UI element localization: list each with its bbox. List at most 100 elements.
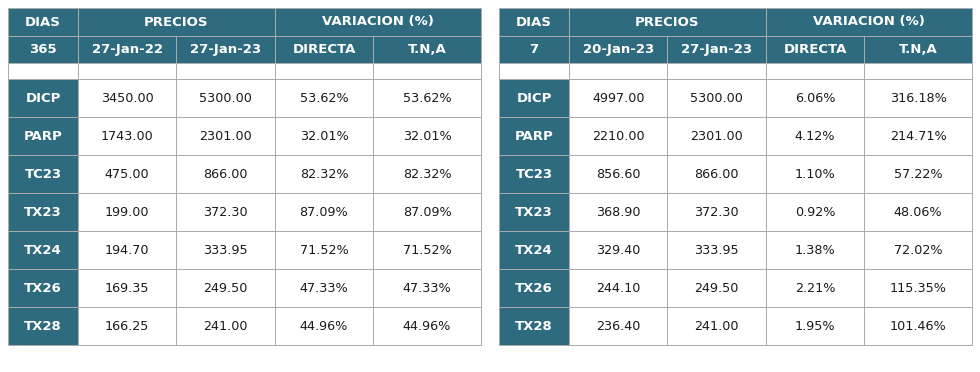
Text: 82.32%: 82.32%	[300, 167, 348, 180]
Text: DICP: DICP	[25, 92, 61, 105]
Bar	[569, 79, 667, 117]
Bar	[78, 117, 176, 155]
Bar	[765, 307, 864, 345]
Bar	[499, 36, 569, 63]
Text: 53.62%: 53.62%	[300, 92, 348, 105]
Bar	[8, 269, 78, 307]
Text: PARP: PARP	[514, 129, 554, 142]
Bar	[667, 117, 765, 155]
Bar	[78, 36, 176, 63]
Text: 241.00: 241.00	[694, 320, 739, 333]
Bar	[8, 307, 78, 345]
Bar	[274, 307, 373, 345]
Bar	[499, 155, 569, 193]
Text: 316.18%: 316.18%	[890, 92, 947, 105]
Text: T.N,A: T.N,A	[899, 43, 938, 56]
Bar	[499, 193, 569, 231]
Bar	[274, 36, 373, 63]
Text: 71.52%: 71.52%	[403, 244, 452, 257]
Bar	[499, 79, 569, 117]
Bar	[274, 269, 373, 307]
Text: 329.40: 329.40	[596, 244, 640, 257]
Bar	[499, 117, 569, 155]
Text: 249.50: 249.50	[204, 282, 248, 295]
Bar	[176, 79, 274, 117]
Bar	[569, 63, 667, 79]
Bar	[274, 155, 373, 193]
Text: 241.00: 241.00	[203, 320, 248, 333]
Text: DIRECTA: DIRECTA	[292, 43, 356, 56]
Bar	[78, 155, 176, 193]
Text: 236.40: 236.40	[596, 320, 640, 333]
Bar	[499, 231, 569, 269]
Text: TX23: TX23	[24, 205, 62, 218]
Text: VARIACION (%): VARIACION (%)	[813, 16, 925, 29]
Text: 44.96%: 44.96%	[300, 320, 348, 333]
Text: DICP: DICP	[516, 92, 552, 105]
Text: 3450.00: 3450.00	[101, 92, 154, 105]
Text: 2210.00: 2210.00	[592, 129, 645, 142]
Text: 6.06%: 6.06%	[795, 92, 835, 105]
Bar	[373, 231, 481, 269]
Text: 57.22%: 57.22%	[894, 167, 943, 180]
Text: 47.33%: 47.33%	[300, 282, 348, 295]
Bar	[864, 36, 972, 63]
Text: 2301.00: 2301.00	[199, 129, 252, 142]
Bar	[864, 63, 972, 79]
Bar	[864, 155, 972, 193]
Bar	[8, 79, 78, 117]
Bar	[569, 307, 667, 345]
Bar	[78, 269, 176, 307]
Text: DIAS: DIAS	[516, 16, 552, 29]
Bar	[176, 269, 274, 307]
Bar	[765, 117, 864, 155]
Text: 115.35%: 115.35%	[890, 282, 947, 295]
Text: 372.30: 372.30	[203, 205, 248, 218]
Bar	[569, 193, 667, 231]
Text: DIRECTA: DIRECTA	[783, 43, 847, 56]
Text: TX26: TX26	[24, 282, 62, 295]
Bar	[373, 193, 481, 231]
Text: 1.10%: 1.10%	[795, 167, 835, 180]
Bar	[373, 269, 481, 307]
Bar	[8, 36, 78, 63]
Text: 333.95: 333.95	[694, 244, 739, 257]
Bar	[864, 193, 972, 231]
Text: 1743.00: 1743.00	[101, 129, 154, 142]
Bar	[8, 63, 78, 79]
Bar	[667, 63, 765, 79]
Bar	[499, 307, 569, 345]
Text: 44.96%: 44.96%	[403, 320, 451, 333]
Text: 7: 7	[529, 43, 539, 56]
Text: PRECIOS: PRECIOS	[144, 16, 209, 29]
Bar	[8, 193, 78, 231]
Bar	[864, 307, 972, 345]
Text: TX28: TX28	[515, 320, 553, 333]
Bar	[864, 79, 972, 117]
Bar	[765, 193, 864, 231]
Bar	[667, 193, 765, 231]
Bar	[765, 269, 864, 307]
Bar	[176, 307, 274, 345]
Bar	[274, 117, 373, 155]
Text: 32.01%: 32.01%	[300, 129, 348, 142]
Bar	[765, 8, 972, 36]
Bar	[373, 307, 481, 345]
Text: 32.01%: 32.01%	[403, 129, 452, 142]
Bar	[176, 63, 274, 79]
Bar	[274, 79, 373, 117]
Bar	[765, 155, 864, 193]
Text: 53.62%: 53.62%	[403, 92, 452, 105]
Text: 27-Jan-22: 27-Jan-22	[92, 43, 163, 56]
Text: 71.52%: 71.52%	[300, 244, 348, 257]
Text: TC23: TC23	[515, 167, 553, 180]
Bar	[373, 117, 481, 155]
Bar	[864, 231, 972, 269]
Bar	[176, 155, 274, 193]
Bar	[765, 79, 864, 117]
Bar	[765, 36, 864, 63]
Text: 27-Jan-23: 27-Jan-23	[190, 43, 261, 56]
Bar	[274, 8, 481, 36]
Bar	[8, 8, 78, 36]
Text: TX28: TX28	[24, 320, 62, 333]
